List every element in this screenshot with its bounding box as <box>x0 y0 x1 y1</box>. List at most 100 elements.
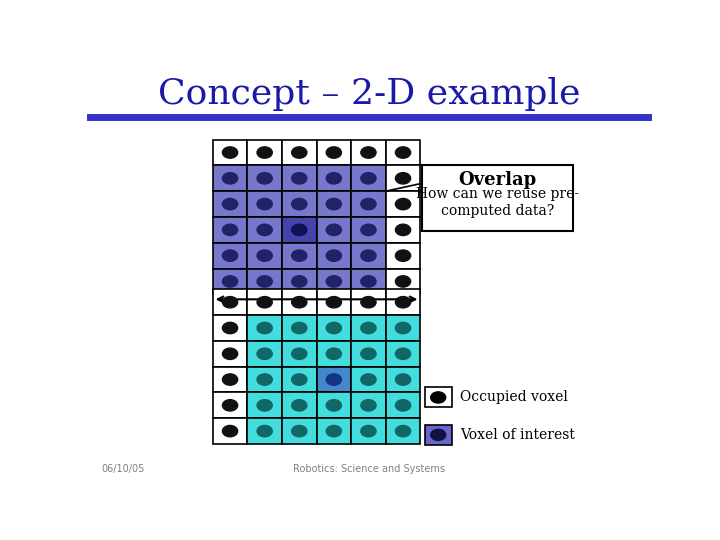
Circle shape <box>257 276 272 287</box>
Bar <box>213 341 248 367</box>
Circle shape <box>222 374 238 385</box>
Circle shape <box>222 348 238 360</box>
Bar <box>213 217 248 243</box>
Circle shape <box>292 400 307 411</box>
Circle shape <box>361 426 376 437</box>
Bar <box>248 341 282 367</box>
Bar <box>213 289 248 315</box>
Circle shape <box>292 224 307 235</box>
Bar <box>386 367 420 393</box>
Circle shape <box>257 400 272 411</box>
Bar <box>351 268 386 294</box>
Circle shape <box>292 296 307 308</box>
Circle shape <box>257 322 272 334</box>
Bar <box>317 393 351 418</box>
Bar <box>317 289 351 315</box>
Bar <box>351 315 386 341</box>
Bar <box>248 315 282 341</box>
Bar <box>351 140 386 165</box>
Bar <box>317 140 351 165</box>
Bar <box>386 393 420 418</box>
Circle shape <box>222 322 238 334</box>
Text: Robotics: Science and Systems: Robotics: Science and Systems <box>293 464 445 474</box>
Circle shape <box>395 224 410 235</box>
Bar <box>386 268 420 294</box>
Circle shape <box>292 322 307 334</box>
Text: Concept – 2-D example: Concept – 2-D example <box>158 77 580 111</box>
Circle shape <box>222 198 238 210</box>
Circle shape <box>326 198 341 210</box>
Text: 06/10/05: 06/10/05 <box>101 464 145 474</box>
Circle shape <box>395 276 410 287</box>
Bar <box>386 217 420 243</box>
Bar <box>213 315 248 341</box>
Circle shape <box>431 429 446 441</box>
Bar <box>213 367 248 393</box>
Circle shape <box>222 276 238 287</box>
Circle shape <box>222 173 238 184</box>
Circle shape <box>222 224 238 235</box>
Bar <box>351 191 386 217</box>
Circle shape <box>361 224 376 235</box>
Bar <box>317 367 351 393</box>
Circle shape <box>257 374 272 385</box>
Bar <box>248 268 282 294</box>
Bar <box>386 315 420 341</box>
Circle shape <box>257 426 272 437</box>
Circle shape <box>361 147 376 158</box>
Bar <box>282 268 317 294</box>
Circle shape <box>361 400 376 411</box>
Circle shape <box>326 276 341 287</box>
Circle shape <box>292 426 307 437</box>
Text: Occupied voxel: Occupied voxel <box>460 390 568 404</box>
Circle shape <box>395 322 410 334</box>
Circle shape <box>222 296 238 308</box>
Circle shape <box>395 374 410 385</box>
Bar <box>386 165 420 191</box>
Bar <box>213 165 248 191</box>
Bar <box>386 191 420 217</box>
Bar <box>425 425 451 445</box>
Bar <box>213 393 248 418</box>
Circle shape <box>326 250 341 261</box>
Bar <box>213 243 248 268</box>
Bar <box>248 191 282 217</box>
Bar <box>317 217 351 243</box>
Circle shape <box>257 198 272 210</box>
Bar <box>282 243 317 268</box>
Bar <box>282 289 317 315</box>
Bar <box>386 341 420 367</box>
Circle shape <box>292 147 307 158</box>
Bar <box>386 289 420 315</box>
Circle shape <box>326 173 341 184</box>
Bar <box>248 289 282 315</box>
Circle shape <box>361 374 376 385</box>
Circle shape <box>361 348 376 360</box>
Bar <box>317 418 351 444</box>
Bar <box>351 165 386 191</box>
Circle shape <box>326 400 341 411</box>
Text: How can we reuse pre-
computed data?: How can we reuse pre- computed data? <box>415 187 579 218</box>
Circle shape <box>257 224 272 235</box>
Circle shape <box>361 250 376 261</box>
Circle shape <box>361 296 376 308</box>
Circle shape <box>257 296 272 308</box>
Circle shape <box>431 392 446 403</box>
Bar <box>213 418 248 444</box>
Text: Voxel of interest: Voxel of interest <box>460 428 575 442</box>
Circle shape <box>395 173 410 184</box>
Bar <box>248 367 282 393</box>
Bar <box>317 315 351 341</box>
Bar <box>282 217 317 243</box>
Bar <box>248 393 282 418</box>
Circle shape <box>326 224 341 235</box>
Circle shape <box>326 348 341 360</box>
Circle shape <box>222 147 238 158</box>
Circle shape <box>222 250 238 261</box>
Bar <box>213 140 248 165</box>
Bar <box>351 217 386 243</box>
Bar <box>317 191 351 217</box>
Bar <box>282 191 317 217</box>
Circle shape <box>361 198 376 210</box>
Bar <box>422 165 572 231</box>
